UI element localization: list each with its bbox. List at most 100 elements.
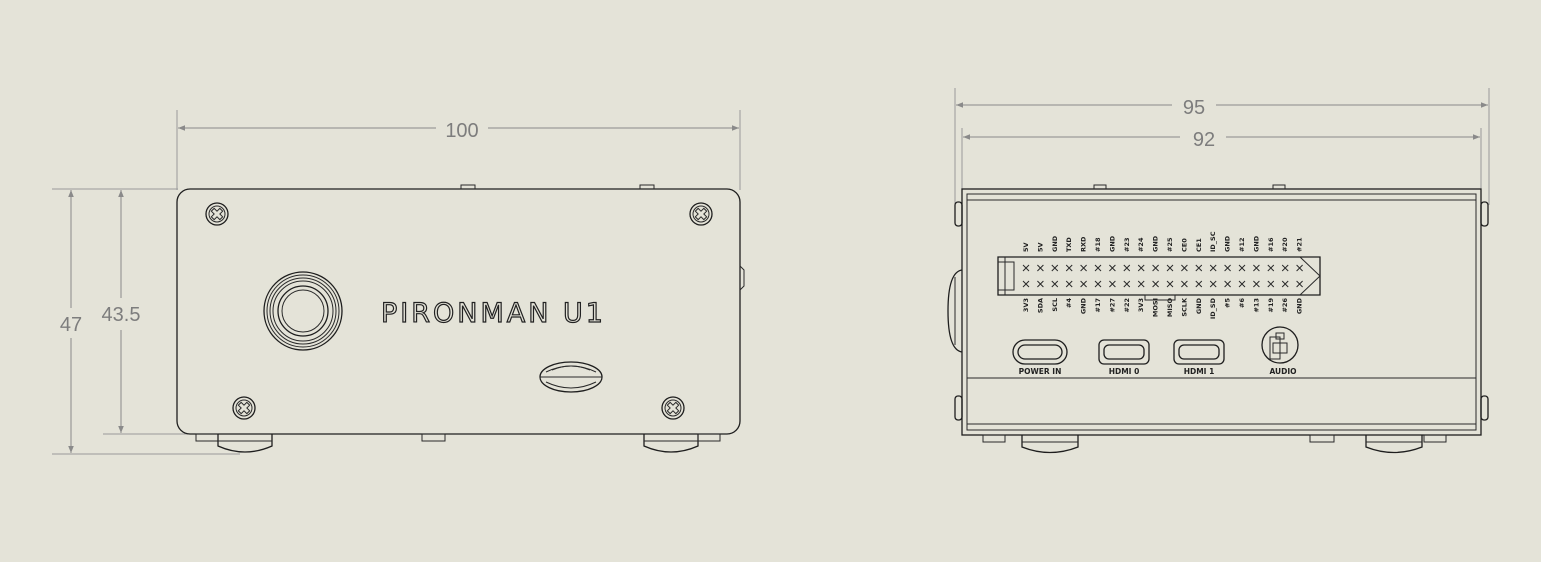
- gpio-bottom-pin-label: #5: [1224, 298, 1232, 308]
- gpio-pin: [1253, 280, 1260, 288]
- gpio-pin: [1037, 264, 1044, 272]
- gpio-pin: [1065, 280, 1073, 288]
- side-foot: [982, 434, 1006, 443]
- dimension-front-height-inner-label: 43.5: [102, 304, 141, 326]
- gpio-top-pin-label: GND: [1224, 235, 1232, 252]
- gpio-pin: [1022, 280, 1030, 288]
- gpio-top-pin-label: CE0: [1180, 238, 1188, 252]
- gpio-bottom-pin-label: 3V3: [1137, 298, 1145, 312]
- gpio-top-pin-label: #20: [1281, 237, 1289, 252]
- gpio-pin: [1094, 264, 1102, 272]
- dimension-side-width-outer-label: 95: [1183, 97, 1205, 119]
- gpio-top-pin-label: ID_SC: [1209, 231, 1217, 252]
- gpio-pin: [1109, 264, 1116, 272]
- gpio-pin: [1209, 264, 1217, 272]
- gpio-bottom-pin-label: #26: [1281, 298, 1289, 313]
- power-button-icon: [263, 271, 343, 351]
- gpio-pin: [1253, 264, 1260, 272]
- gpio-bottom-pin-label: #17: [1094, 298, 1102, 313]
- brand-label: PIRONMAN U1: [381, 298, 606, 329]
- gpio-pin: [1123, 264, 1131, 272]
- front-foot: [421, 433, 446, 442]
- audio-port-icon: AUDIO: [1261, 326, 1299, 376]
- gpio-header: 5V 5V GND TXD RXD #18 GND #23 #24 GND #25 CE0 CE1 ID_…: [997, 231, 1321, 319]
- gpio-bottom-pin-label: 3V3: [1022, 298, 1030, 312]
- gpio-top-pin-label: GND: [1252, 235, 1260, 252]
- gpio-pin: [1238, 280, 1246, 288]
- gpio-top-pin-label: #18: [1094, 237, 1102, 252]
- gpio-pin: [1209, 280, 1217, 288]
- hdmi0-label: HDMI 0: [1109, 367, 1140, 376]
- gpio-pin: [1224, 280, 1231, 288]
- dimension-side-width-inner: 92: [961, 128, 1482, 190]
- gpio-pin: [1123, 280, 1131, 288]
- gpio-top-pin-label: TXD: [1065, 237, 1073, 252]
- gpio-top-pin-label: #24: [1137, 237, 1145, 252]
- gpio-pin: [1166, 264, 1174, 272]
- front-foot: [643, 433, 721, 453]
- gpio-top-pin-label: 5V: [1036, 242, 1044, 252]
- gpio-pin: [1281, 280, 1289, 288]
- gpio-bottom-pin-label: GND: [1080, 297, 1088, 314]
- gpio-top-pin-label: 5V: [1022, 242, 1030, 252]
- power-in-label: POWER IN: [1019, 367, 1062, 376]
- gpio-top-pin-label: GND: [1152, 235, 1160, 252]
- sd-card-slot-icon: [539, 361, 603, 393]
- gpio-top-pin-label: #21: [1296, 237, 1304, 252]
- hdmi1-port-icon: HDMI 1: [1173, 339, 1225, 376]
- gpio-pin: [1065, 264, 1073, 272]
- gpio-pin: [1051, 280, 1059, 288]
- gpio-top-pin-label: CE1: [1195, 238, 1203, 252]
- side-foot: [1021, 435, 1079, 454]
- gpio-bottom-pin-label: #22: [1123, 298, 1131, 313]
- gpio-pin: [1195, 264, 1203, 272]
- front-foot: [195, 433, 273, 453]
- gpio-top-pin-label: RXD: [1080, 236, 1088, 252]
- gpio-bottom-pin-label: SDA: [1036, 298, 1044, 313]
- dimension-front-width: 100: [176, 110, 741, 190]
- dimension-side-width-outer: 95: [954, 88, 1490, 205]
- gpio-pin: [1296, 264, 1303, 272]
- gpio-pin: [1137, 280, 1145, 288]
- gpio-top-pin-label: #16: [1267, 237, 1275, 252]
- side-foot: [1365, 434, 1447, 454]
- gpio-pin: [1152, 280, 1159, 288]
- dimension-front-height-inner: 43.5: [102, 190, 200, 435]
- gpio-pin: [1051, 264, 1059, 272]
- gpio-bottom-pin-label: #4: [1065, 298, 1073, 308]
- gpio-pin: [1267, 264, 1275, 272]
- hdmi0-port-icon: HDMI 0: [1098, 339, 1150, 376]
- gpio-bottom-pin-label: #19: [1267, 298, 1275, 313]
- gpio-bottom-pin-label: #13: [1252, 298, 1260, 313]
- gpio-bottom-pin-label: SCLK: [1180, 297, 1188, 317]
- gpio-pin: [1181, 280, 1188, 288]
- gpio-top-pin-label: #23: [1123, 238, 1131, 253]
- gpio-bottom-pin-label: SCL: [1051, 298, 1059, 312]
- gpio-bottom-pin-label: GND: [1296, 297, 1304, 314]
- gpio-bottom-pin-label: GND: [1195, 297, 1203, 314]
- gpio-bottom-pin-label: #27: [1108, 298, 1116, 313]
- gpio-bottom-pin-label: MISO: [1166, 298, 1174, 318]
- gpio-top-pin-label: GND: [1108, 235, 1116, 252]
- gpio-pin: [1181, 264, 1188, 272]
- dimension-side-width-inner-label: 92: [1193, 129, 1215, 151]
- gpio-pin: [1281, 264, 1289, 272]
- side-view: 95 92 5: [947, 88, 1490, 454]
- hdmi1-label: HDMI 1: [1184, 367, 1215, 376]
- screw-icon: [689, 202, 713, 226]
- dimension-front-width-label: 100: [445, 120, 478, 142]
- power-in-port-icon: POWER IN: [1012, 339, 1068, 376]
- gpio-pin: [1022, 264, 1030, 272]
- gpio-pin: [1152, 264, 1159, 272]
- screw-icon: [661, 396, 685, 420]
- gpio-pin: [1109, 280, 1116, 288]
- gpio-pin: [1238, 264, 1246, 272]
- dimension-front-height-outer-label: 47: [60, 314, 82, 336]
- front-view: 100 47 43.5: [52, 110, 745, 455]
- screw-icon: [232, 396, 256, 420]
- gpio-bottom-pin-label: MOSI: [1152, 298, 1160, 317]
- dimension-front-height-outer: 47: [52, 188, 240, 455]
- gpio-pin: [1137, 264, 1145, 272]
- gpio-pin: [1296, 280, 1303, 288]
